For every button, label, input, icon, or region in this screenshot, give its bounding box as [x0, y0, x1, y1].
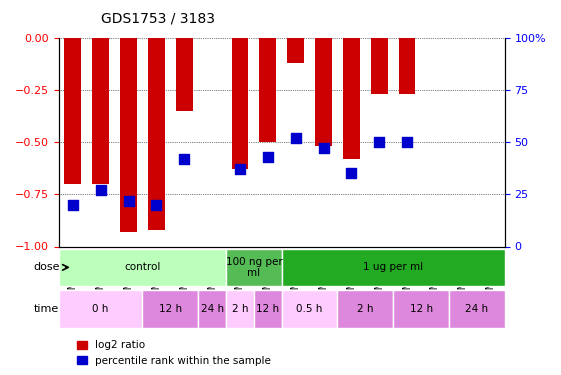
Point: [152, 202, 161, 208]
Point: [124, 198, 133, 204]
Point: [403, 139, 412, 145]
Point: [96, 187, 105, 193]
FancyBboxPatch shape: [338, 290, 393, 328]
FancyBboxPatch shape: [142, 290, 198, 328]
Bar: [399, 38, 416, 94]
Bar: [92, 38, 109, 184]
Bar: [120, 38, 137, 232]
Point: [236, 166, 245, 172]
Text: 1 ug per ml: 1 ug per ml: [363, 262, 423, 272]
Legend: log2 ratio, percentile rank within the sample: log2 ratio, percentile rank within the s…: [72, 336, 275, 370]
Bar: [232, 38, 249, 169]
FancyBboxPatch shape: [226, 290, 254, 328]
Text: 0.5 h: 0.5 h: [296, 304, 323, 314]
FancyBboxPatch shape: [254, 290, 282, 328]
Text: 2 h: 2 h: [357, 304, 374, 314]
Bar: [371, 38, 388, 94]
Point: [180, 156, 188, 162]
FancyBboxPatch shape: [59, 249, 226, 286]
Point: [319, 146, 328, 152]
Text: 12 h: 12 h: [159, 304, 182, 314]
Bar: [65, 38, 81, 184]
FancyBboxPatch shape: [282, 249, 505, 286]
Point: [291, 135, 300, 141]
FancyBboxPatch shape: [226, 249, 282, 286]
FancyBboxPatch shape: [59, 290, 142, 328]
Text: 24 h: 24 h: [465, 304, 489, 314]
Text: 0 h: 0 h: [93, 304, 109, 314]
Point: [375, 139, 384, 145]
Bar: [315, 38, 332, 146]
Text: 2 h: 2 h: [232, 304, 248, 314]
Text: dose: dose: [33, 262, 59, 272]
Text: 24 h: 24 h: [200, 304, 224, 314]
FancyBboxPatch shape: [198, 290, 226, 328]
Bar: [148, 38, 165, 230]
Point: [263, 154, 272, 160]
Point: [347, 170, 356, 177]
Text: control: control: [124, 262, 160, 272]
Point: [68, 202, 77, 208]
Text: 12 h: 12 h: [410, 304, 433, 314]
FancyBboxPatch shape: [282, 290, 338, 328]
Bar: [287, 38, 304, 63]
FancyBboxPatch shape: [393, 290, 449, 328]
Text: 100 ng per
ml: 100 ng per ml: [226, 256, 282, 278]
Text: time: time: [34, 304, 59, 314]
Text: 12 h: 12 h: [256, 304, 279, 314]
Bar: [176, 38, 192, 111]
Bar: [259, 38, 276, 142]
FancyBboxPatch shape: [449, 290, 505, 328]
Text: GDS1753 / 3183: GDS1753 / 3183: [101, 11, 215, 25]
Bar: [343, 38, 360, 159]
